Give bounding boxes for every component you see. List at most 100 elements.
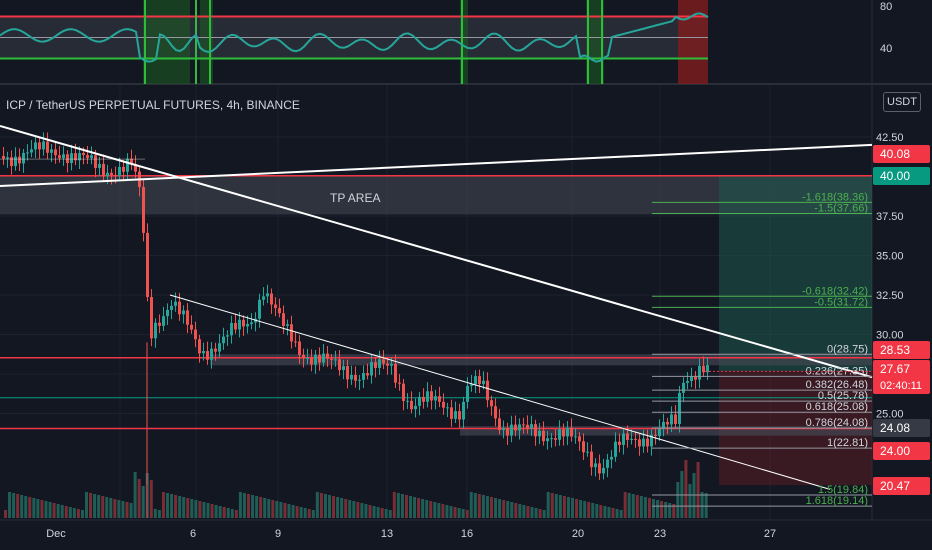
fib-level-label: -1.618(38.36) (802, 191, 868, 203)
volume-bar (514, 503, 518, 518)
candle-body (406, 400, 409, 402)
volume-bar (315, 492, 319, 518)
candle-body (462, 401, 465, 420)
currency-button[interactable]: USDT (883, 92, 921, 112)
price-tick-label: 37.50 (876, 211, 904, 223)
candle-body (246, 324, 249, 327)
volume-bar (117, 500, 121, 518)
fib-level-label: 0.618(25.08) (806, 401, 868, 413)
candle-body (422, 396, 425, 402)
volume-bar (299, 507, 303, 518)
volume-bar (623, 492, 627, 518)
volume-bar (595, 504, 599, 518)
fib-level-label: 1.618(19.14) (806, 495, 868, 507)
volume-bar (566, 497, 570, 518)
volume-bar (68, 507, 72, 518)
candle-body (534, 424, 537, 437)
candle-body (178, 301, 181, 315)
time-tick-label: 6 (190, 528, 196, 540)
volume-bar (587, 502, 591, 518)
price-tag (873, 442, 930, 460)
fib-level-label: -1.5(37.66) (814, 202, 868, 214)
fib-level-label: -0.5(31.72) (814, 296, 868, 308)
overbought-zone (678, 0, 708, 84)
volume-bar (360, 503, 364, 518)
long-profit-zone (719, 176, 872, 372)
candle-body (558, 429, 561, 440)
candle-body (262, 296, 265, 300)
candle-body (454, 411, 457, 419)
price-tick-label: 30.00 (876, 330, 904, 342)
candle-body (278, 308, 281, 314)
volume-bar (178, 496, 182, 518)
volume-bar (76, 509, 80, 518)
candle-body (658, 428, 661, 436)
candle-body (122, 166, 125, 172)
candle-body (542, 430, 545, 442)
volume-bar (125, 502, 129, 518)
volume-bar (453, 507, 457, 518)
support-zone (460, 426, 872, 436)
volume-bar (413, 497, 417, 518)
candle-body (606, 459, 609, 468)
candle-body (150, 296, 153, 339)
volume-bar (485, 496, 489, 518)
candle-body (194, 329, 197, 340)
volume-bar (465, 510, 469, 518)
volume-bar (170, 494, 174, 518)
volume-bar (647, 498, 651, 518)
price-tag (873, 360, 930, 394)
volume-bar (534, 508, 538, 518)
fib-level-label: 0(28.75) (827, 343, 868, 355)
volume-bar (259, 497, 263, 518)
candle-body (50, 149, 53, 153)
volume-bar (303, 508, 307, 518)
candle-body (338, 359, 341, 371)
candle-body (210, 348, 213, 360)
volume-bar (214, 505, 218, 518)
candle-body (702, 365, 705, 373)
candle-body (674, 414, 677, 424)
candle-body (158, 322, 161, 326)
volume-bar (481, 495, 485, 518)
candle-body (494, 406, 497, 419)
candle-body (310, 358, 313, 365)
volume-bar (619, 510, 623, 518)
candle-body (14, 156, 17, 167)
volume-bar (368, 505, 372, 518)
time-tick-label: 27 (764, 528, 776, 540)
volume-bar (400, 494, 404, 518)
volume-bar (319, 493, 323, 518)
oversold-zone (586, 0, 604, 84)
volume-bar (392, 492, 396, 518)
candle-body (326, 353, 329, 359)
volume-bar (263, 498, 267, 518)
volume-bar (40, 500, 44, 518)
price-tag (873, 145, 930, 163)
volume-bar (696, 462, 700, 518)
candle-body (98, 163, 101, 168)
candle-body (22, 152, 25, 164)
volume-bar (510, 502, 514, 518)
candle-body (66, 154, 69, 164)
candle-body (294, 341, 297, 343)
volume-bar (473, 493, 477, 518)
candle-body (258, 299, 261, 319)
candle-body (646, 438, 649, 447)
symbol-title: ICP / TetherUS PERPETUAL FUTURES, 4h, BI… (6, 98, 300, 112)
volume-bar (380, 508, 384, 518)
volume-bar (24, 496, 28, 518)
candle-body (450, 407, 453, 419)
fib-level-label: 0.236(27.35) (806, 365, 868, 377)
volume-bar (242, 493, 246, 518)
volume-bar (311, 510, 315, 518)
candle-body (218, 343, 221, 352)
candle-body (34, 142, 37, 150)
volume-bar (307, 509, 311, 518)
time-tick-label: 23 (654, 528, 666, 540)
volume-bar (344, 499, 348, 518)
volume-bar (287, 504, 291, 518)
candle-body (654, 434, 657, 436)
oversold-zone (460, 0, 468, 84)
